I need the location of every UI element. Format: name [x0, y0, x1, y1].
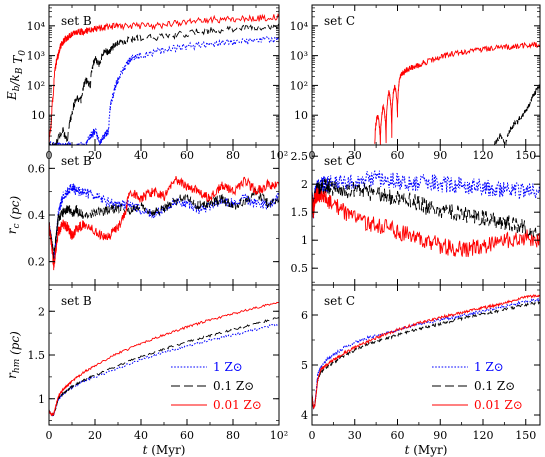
series-line — [374, 41, 540, 145]
y-tick-label: 10⁴ — [27, 20, 46, 33]
y-tick-label: 0.4 — [28, 209, 46, 222]
y-tick-label: 0.5 — [291, 262, 309, 275]
x-tick-label: 20 — [88, 429, 102, 442]
legend: 1 Z⊙ 0.1 Z⊙ 0.01 Z⊙ — [171, 360, 262, 412]
y-tick-label: 6 — [301, 309, 308, 322]
y-tick-label: 1.5 — [28, 349, 46, 362]
series-line — [312, 187, 540, 258]
y-tick-label: 10³ — [27, 50, 45, 63]
panel-frame — [311, 284, 541, 426]
x-tick-label: 60 — [391, 429, 405, 442]
y-tick-label: 2 — [38, 305, 45, 318]
y-tick-label: 10² — [27, 79, 45, 92]
x-tick-label: 10² — [270, 429, 288, 442]
panel-C_rhm: 0 30 60 90 120 150 4 5 6 set C t (Myr) — [301, 284, 541, 457]
series-group — [49, 301, 279, 418]
y-tick-label: 10 — [31, 109, 45, 122]
y-tick-label: 0.2 — [28, 256, 46, 269]
legend-label: 1 Z⊙ — [474, 360, 504, 374]
panel-title: set B — [61, 154, 92, 168]
x-tick-label: 90 — [433, 429, 447, 442]
x-tick-label: 90 — [433, 149, 447, 162]
legend: 1 Z⊙ 0.1 Z⊙ 0.01 Z⊙ — [432, 360, 523, 412]
series-line — [312, 294, 540, 410]
series-line — [49, 35, 279, 145]
panel-C_rc: 0.5 1 1.5 2 2.5 set C — [291, 144, 541, 286]
y-axis-label: Eb/kB T0 — [5, 50, 28, 101]
y-tick-label: 10² — [290, 79, 308, 92]
x-tick-label: 0 — [309, 429, 316, 442]
panel-title: set C — [324, 154, 355, 168]
x-tick-label: 40 — [134, 149, 148, 162]
legend-label: 0.01 Z⊙ — [213, 398, 262, 412]
x-tick-label: 150 — [515, 149, 536, 162]
series-line — [49, 188, 279, 261]
y-tick-label: 1.5 — [291, 206, 309, 219]
y-axis-label: rhm (pc) — [5, 331, 22, 379]
x-tick-label: 80 — [226, 429, 240, 442]
x-tick-label: 60 — [180, 429, 194, 442]
series-line — [49, 176, 279, 271]
series-line — [49, 13, 279, 144]
y-tick-label: 1 — [38, 393, 45, 406]
x-tick-label: 20 — [88, 149, 102, 162]
y-tick-label: 2 — [301, 178, 308, 191]
series-group — [49, 13, 279, 145]
panel-B_rc: 0.2 0.4 0.6 set B rc (pc) — [5, 144, 280, 286]
x-tick-label: 120 — [473, 149, 494, 162]
panel-title: set B — [61, 294, 92, 308]
panel-title: set C — [324, 14, 355, 28]
series-group — [49, 176, 279, 271]
panel-title: set B — [61, 14, 92, 28]
x-tick-label: 30 — [348, 149, 362, 162]
series-line — [49, 301, 279, 417]
panel-title: set C — [324, 294, 355, 308]
x-axis-label: t (Myr) — [405, 443, 448, 457]
x-tick-label: 0 — [46, 429, 53, 442]
x-tick-label: 30 — [348, 429, 362, 442]
series-line — [312, 178, 540, 238]
series-line — [49, 316, 279, 416]
panel-B_rhm: 0 20 40 60 80 10² 1 1.5 2 set B rhm (pc) t (Myr) — [5, 284, 288, 457]
series-group — [374, 41, 540, 145]
y-tick-label: 10³ — [290, 50, 308, 63]
y-tick-label: 1 — [301, 234, 308, 247]
x-tick-label: 120 — [473, 429, 494, 442]
x-tick-label: 80 — [226, 149, 240, 162]
y-tick-label: 5 — [301, 359, 308, 372]
legend-label: 1 Z⊙ — [213, 360, 243, 374]
x-tick-label: 60 — [180, 149, 194, 162]
legend-label: 0.1 Z⊙ — [474, 379, 515, 393]
y-tick-label: 2.5 — [291, 150, 309, 163]
x-tick-label: 150 — [515, 429, 536, 442]
series-group — [312, 294, 540, 410]
x-tick-label: 60 — [391, 149, 405, 162]
legend-label: 0.01 Z⊙ — [474, 398, 523, 412]
y-tick-label: 10 — [294, 109, 308, 122]
legend-label: 0.1 Z⊙ — [213, 379, 254, 393]
series-group — [312, 169, 540, 258]
y-tick-label: 0.6 — [28, 162, 46, 175]
series-line — [49, 22, 279, 145]
y-tick-label: 4 — [301, 409, 308, 422]
x-axis-label: t (Myr) — [143, 443, 186, 457]
x-tick-label: 40 — [134, 429, 148, 442]
y-tick-label: 10⁴ — [290, 20, 309, 33]
series-line — [493, 83, 540, 145]
y-axis-label: rc (pc) — [5, 196, 22, 235]
